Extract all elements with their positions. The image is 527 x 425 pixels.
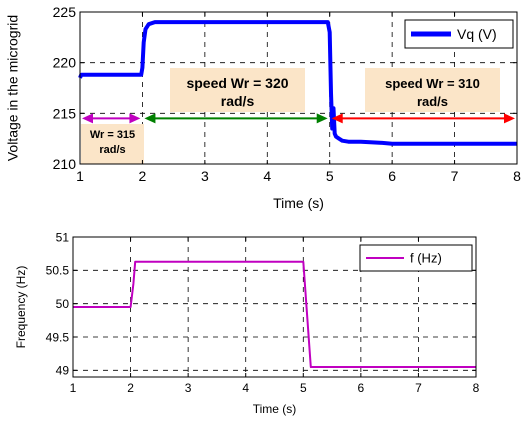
x-tick-label: 2: [127, 381, 134, 395]
annotation-label: Wr = 315 rad/s: [90, 129, 135, 156]
y-tick-label: 225: [53, 4, 77, 20]
annotation-box: [170, 68, 305, 112]
series-line: [73, 260, 476, 368]
y-tick-label: 49: [56, 364, 70, 378]
arrowhead-left: [82, 113, 93, 124]
x-axis-label: Time (s): [253, 402, 297, 416]
annotation-label: speed Wr = 320 rad/s: [186, 75, 288, 109]
y-tick-label: 51: [56, 230, 70, 244]
y-tick-label: 50: [56, 297, 70, 311]
annotation-label-line: speed Wr = 320: [186, 75, 288, 91]
x-tick-label: 1: [70, 381, 77, 395]
annotation-label: speed Wr = 310 rad/s: [385, 76, 480, 109]
x-tick-label: 7: [451, 168, 459, 184]
y-tick-label: 210: [53, 156, 77, 172]
x-tick-label: 7: [415, 381, 422, 395]
x-tick-label: 5: [300, 381, 307, 395]
y-tick-label: 220: [53, 55, 77, 71]
x-tick-label: 6: [388, 168, 396, 184]
annotation-label-line: Wr = 315: [90, 129, 135, 141]
annotation-label-line: speed Wr = 310: [385, 76, 480, 91]
legend-label: Vq (V): [457, 26, 497, 42]
annotation-box: [365, 68, 500, 112]
arrowhead-right: [504, 113, 515, 124]
x-tick-label: 1: [76, 168, 84, 184]
y-axis-label: Voltage in the microgrid: [5, 15, 21, 161]
y-axis-label: Frequency (Hz): [14, 266, 28, 349]
series-line: [78, 20, 517, 146]
x-tick-label: 8: [513, 168, 521, 184]
y-tick-label: 215: [53, 105, 77, 121]
x-tick-label: 4: [242, 381, 249, 395]
frequency-chart: 1 2 3 4 5 6 7 8 49 49.5 50 50.5 51 Time (s) Frequency …: [14, 230, 479, 416]
axes-frame: [79, 11, 518, 165]
y-tick-label: 50.5: [46, 264, 70, 278]
x-tick-label: 5: [326, 168, 334, 184]
annotation-label-line: rad/s: [221, 93, 255, 109]
axes-frame: [72, 236, 477, 378]
x-tick-label: 8: [473, 381, 480, 395]
x-tick-label: 3: [185, 381, 192, 395]
arrowhead-right: [316, 113, 328, 124]
x-tick-label: 6: [358, 381, 365, 395]
legend-label: f (Hz): [410, 251, 442, 266]
x-axis-label: Time (s): [273, 195, 324, 211]
x-tick-label: 4: [263, 168, 271, 184]
annotation-label-line: rad/s: [99, 144, 125, 156]
arrowhead-right: [129, 113, 141, 124]
x-tick-label: 2: [139, 168, 147, 184]
y-tick-label: 49.5: [46, 330, 70, 344]
annotation-label-line: rad/s: [417, 94, 448, 109]
x-tick-label: 3: [201, 168, 209, 184]
annotation-box: [81, 124, 144, 164]
arrowhead-left: [144, 113, 156, 124]
arrowhead-left: [331, 113, 343, 124]
